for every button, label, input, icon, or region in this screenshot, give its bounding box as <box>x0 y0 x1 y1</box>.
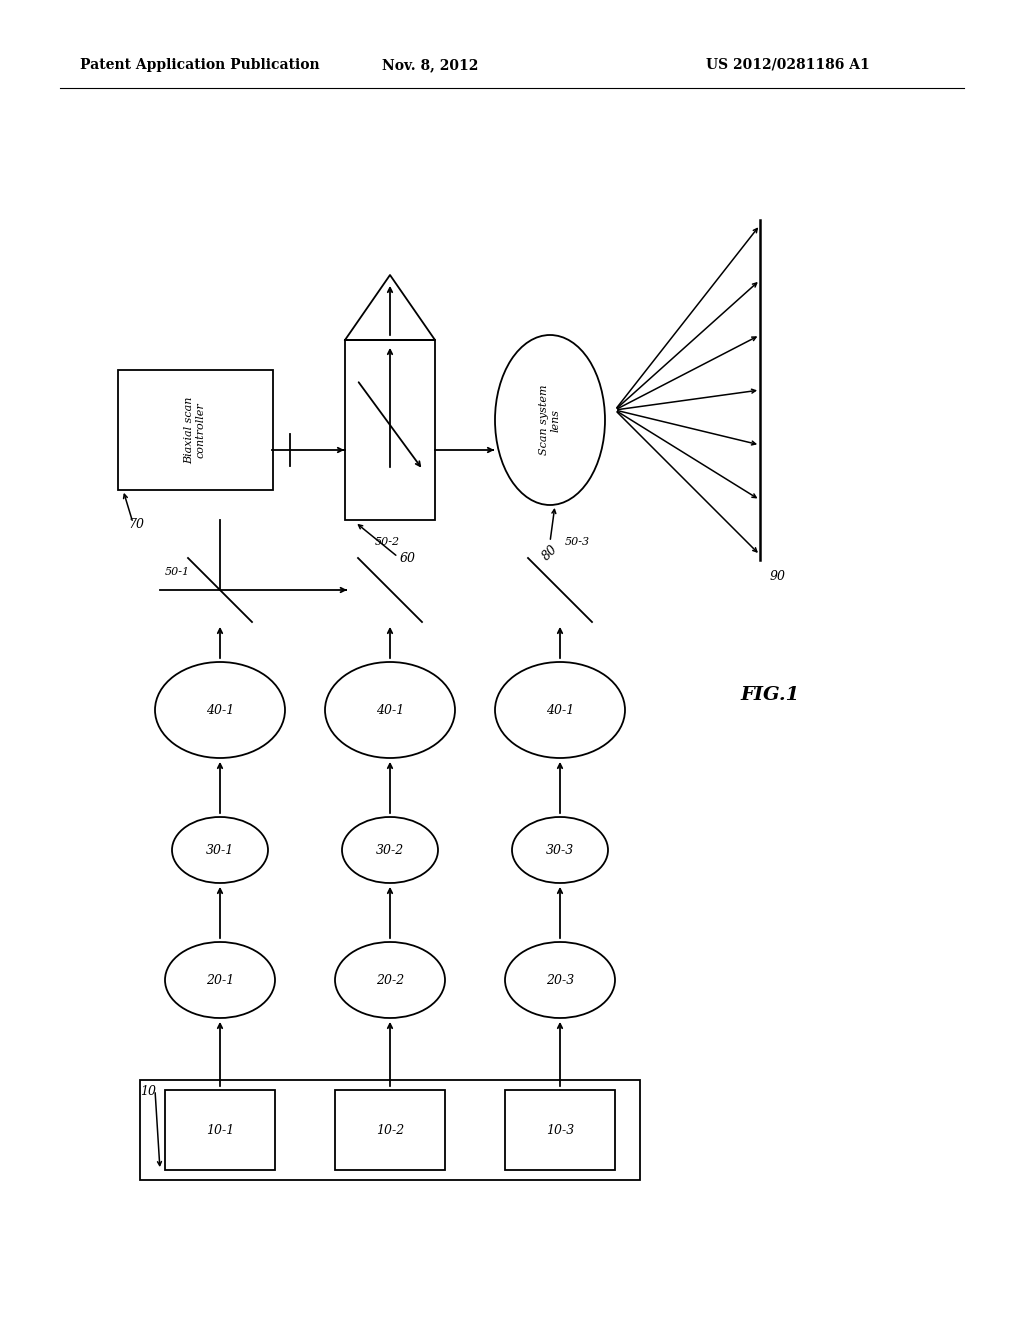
Text: 30-1: 30-1 <box>206 843 234 857</box>
Text: 10-3: 10-3 <box>546 1123 574 1137</box>
Text: FIG.1: FIG.1 <box>740 686 800 704</box>
Text: 40-1: 40-1 <box>376 704 404 717</box>
Text: 70: 70 <box>128 517 144 531</box>
Text: 60: 60 <box>400 552 416 565</box>
Text: US 2012/0281186 A1: US 2012/0281186 A1 <box>707 58 870 73</box>
Text: 30-2: 30-2 <box>376 843 404 857</box>
Text: 40-1: 40-1 <box>206 704 234 717</box>
Text: Biaxial scan
controller: Biaxial scan controller <box>184 396 206 463</box>
Text: 50-3: 50-3 <box>565 537 590 546</box>
Text: 50-1: 50-1 <box>165 568 190 577</box>
Text: Patent Application Publication: Patent Application Publication <box>80 58 319 73</box>
Text: 10: 10 <box>140 1085 156 1098</box>
Text: 20-3: 20-3 <box>546 974 574 986</box>
Bar <box>140 1080 640 1180</box>
Text: 30-3: 30-3 <box>546 843 574 857</box>
Bar <box>345 341 435 520</box>
Text: 20-1: 20-1 <box>206 974 234 986</box>
Text: 10-2: 10-2 <box>376 1123 404 1137</box>
Bar <box>165 1090 275 1170</box>
Text: 20-2: 20-2 <box>376 974 404 986</box>
Text: 40-1: 40-1 <box>546 704 574 717</box>
Bar <box>118 370 273 490</box>
Text: Nov. 8, 2012: Nov. 8, 2012 <box>382 58 478 73</box>
Text: 90: 90 <box>770 570 786 583</box>
Bar <box>335 1090 445 1170</box>
Text: Scan system
lens: Scan system lens <box>540 384 561 455</box>
Text: 10-1: 10-1 <box>206 1123 234 1137</box>
Bar <box>505 1090 615 1170</box>
Text: 50-2: 50-2 <box>375 537 400 546</box>
Text: 80: 80 <box>540 543 560 564</box>
